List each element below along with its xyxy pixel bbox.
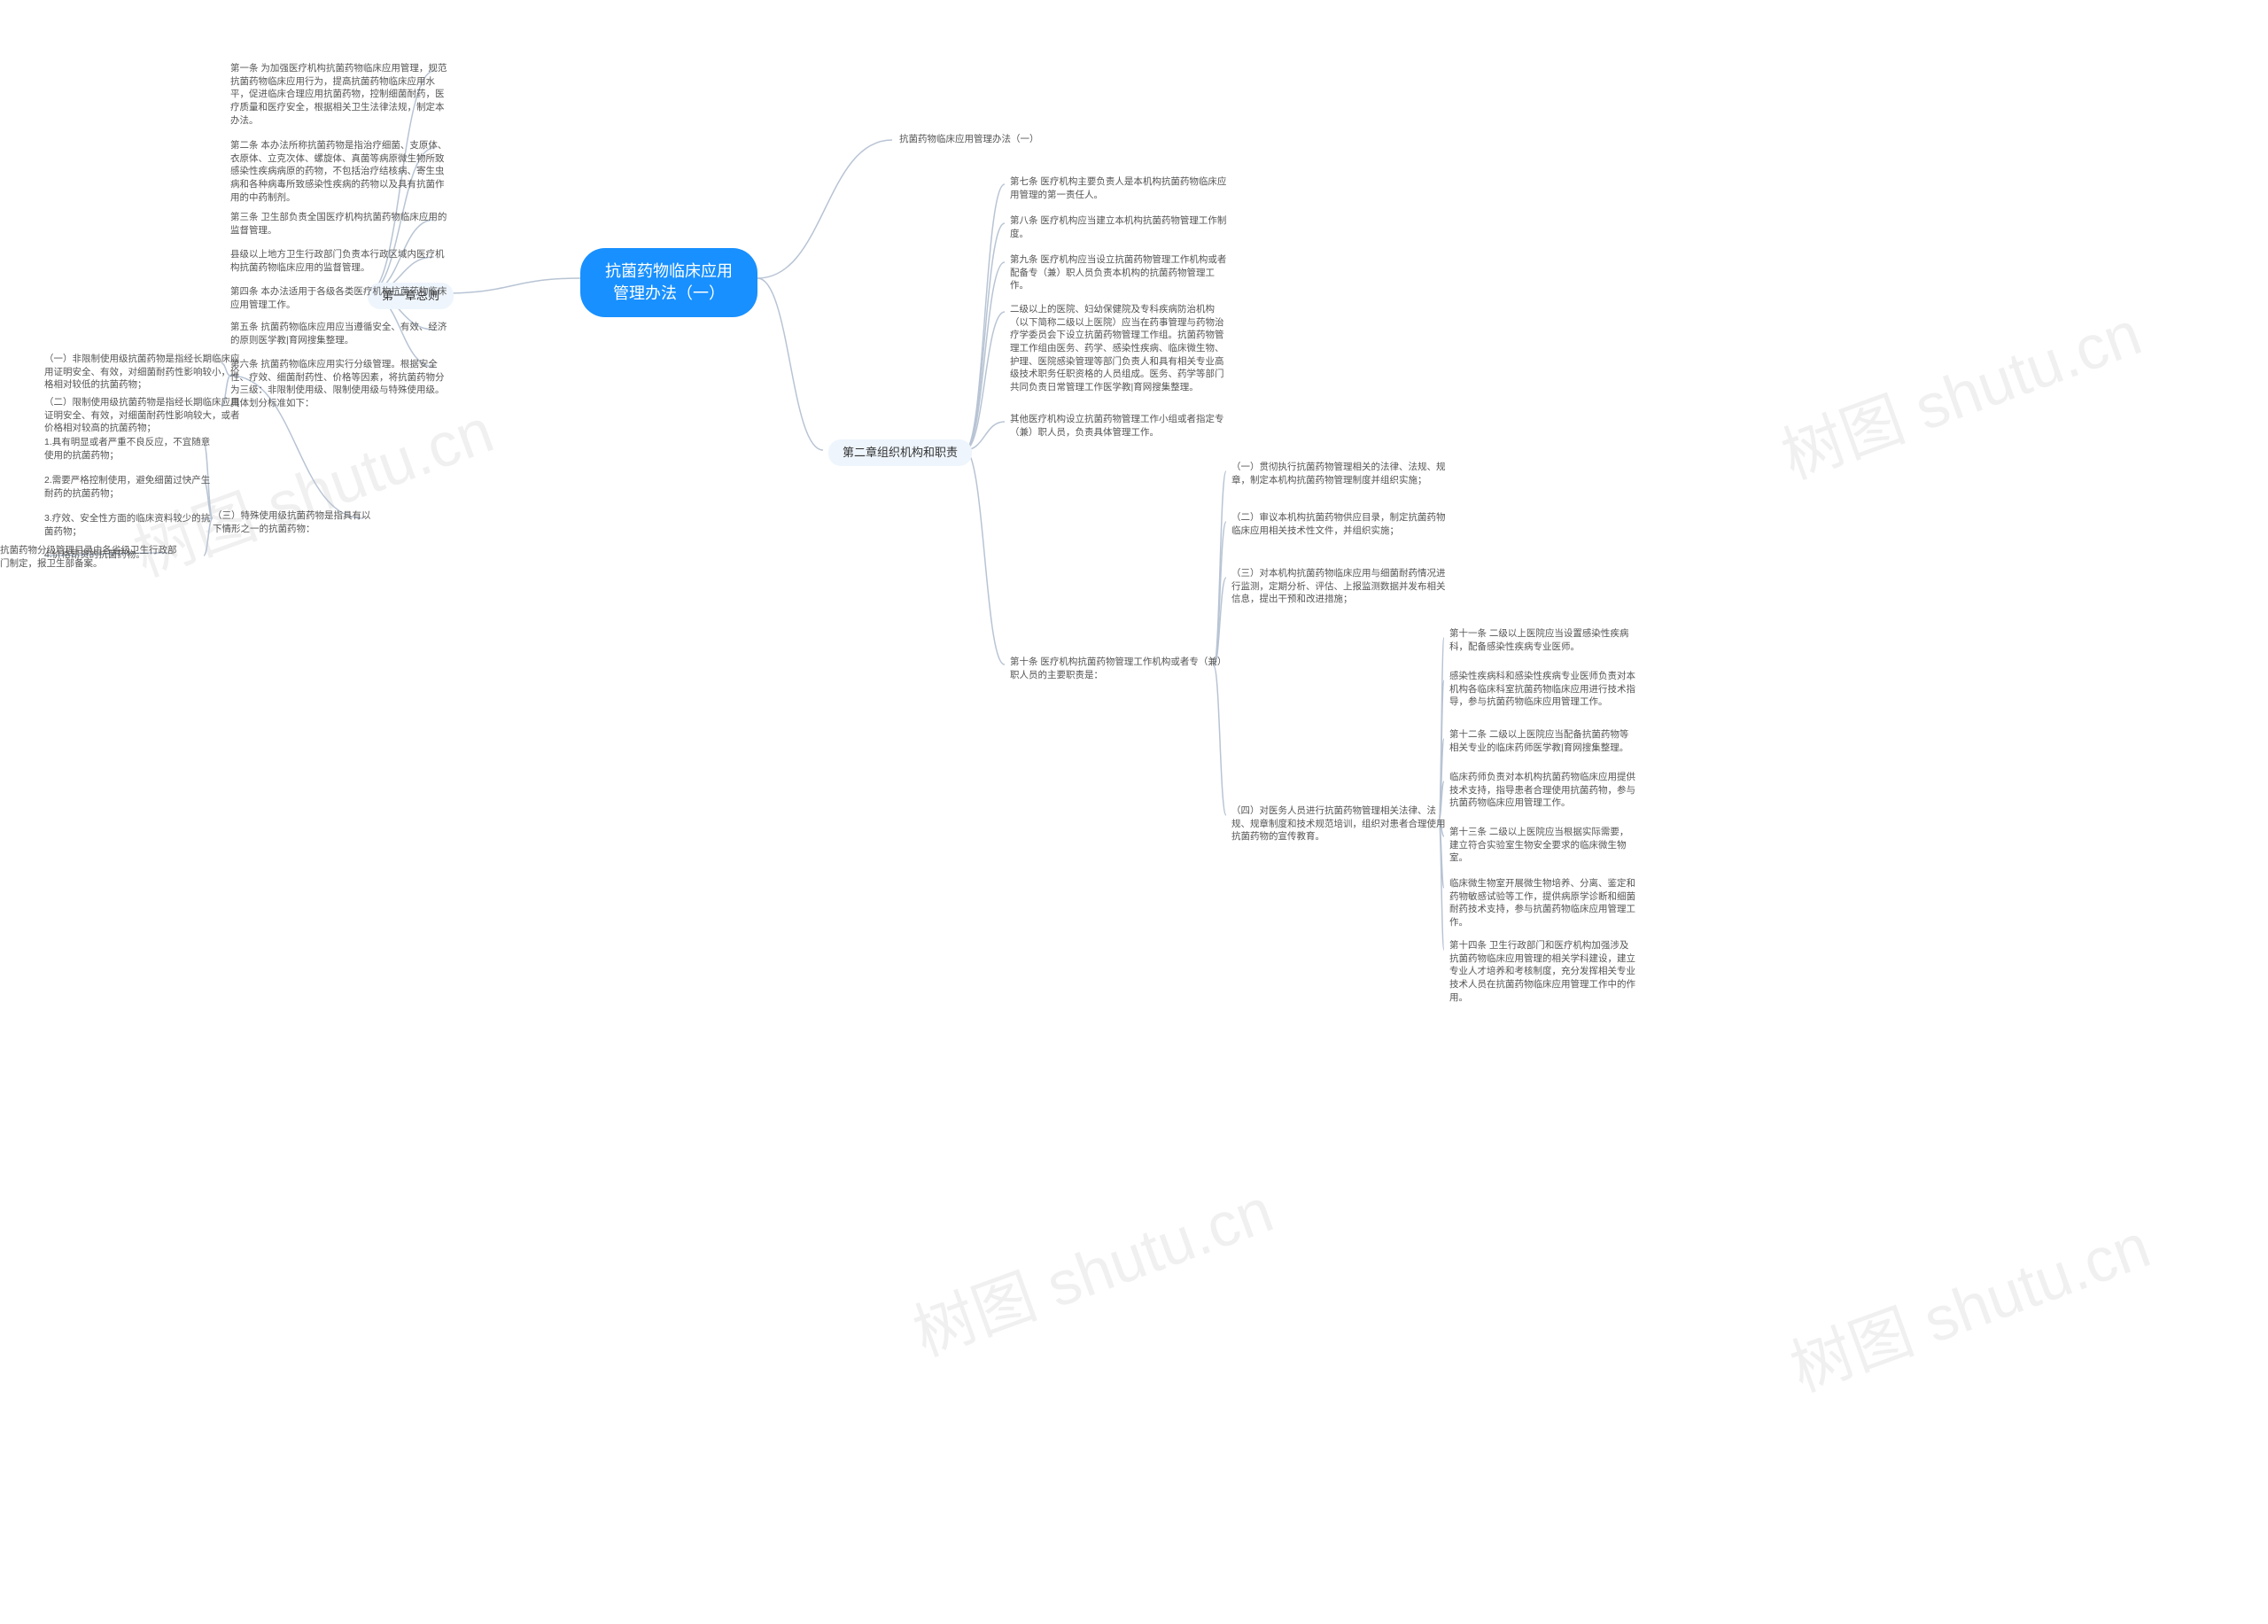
connector-layer	[0, 0, 2268, 1624]
ch2-item: 其他医疗机构设立抗菌药物管理工作小组或者指定专（兼）职人员，负责具体管理工作。	[1010, 411, 1231, 440]
ch1-item: 县级以上地方卫生行政部门负责本行政区域内医疗机构抗菌药物临床应用的监督管理。	[230, 246, 452, 276]
art10-4-item: 第十一条 二级以上医院应当设置感染性疾病科，配备感染性疾病专业医师。	[1449, 626, 1635, 655]
ch2-item: 第九条 医疗机构应当设立抗菌药物管理工作机构或者配备专（兼）职人员负责本机构的抗…	[1010, 252, 1231, 294]
ch1-sub6-2: （二）限制使用级抗菌药物是指经长期临床应用证明安全、有效，对细菌耐药性影响较大，…	[44, 394, 248, 437]
ch1-item: 第三条 卫生部负责全国医疗机构抗菌药物临床应用的监督管理。	[230, 209, 452, 238]
ch1-sub6-3: （三）特殊使用级抗菌药物是指具有以下情形之一的抗菌药物：	[213, 508, 372, 537]
art10-4-item: 感染性疾病科和感染性疾病专业医师负责对本机构各临床科室抗菌药物临床应用进行技术指…	[1449, 668, 1635, 711]
watermark: 树图 shutu.cn	[1768, 284, 2152, 497]
watermark: 树图 shutu.cn	[1777, 1197, 2161, 1410]
art10-4-item: 第十四条 卫生行政部门和医疗机构加强涉及抗菌药物临床应用管理的相关学科建设，建立…	[1449, 937, 1635, 1006]
ch1-sub63-item: 1.具有明显或者严重不良反应，不宜随意使用的抗菌药物；	[44, 434, 213, 463]
art10-4-item: 临床药师负责对本机构抗菌药物临床应用提供技术支持，指导患者合理使用抗菌药物，参与…	[1449, 769, 1635, 812]
watermark: 树图 shutu.cn	[900, 1162, 1284, 1374]
art10-item: （一）贯彻执行抗菌药物管理相关的法律、法规、规章，制定本机构抗菌药物管理制度并组…	[1231, 459, 1453, 488]
art10-4-item: 临床微生物室开展微生物培养、分离、鉴定和药物敏感试验等工作，提供病原学诊断和细菌…	[1449, 875, 1635, 931]
center-node: 抗菌药物临床应用管理办法（一）	[580, 248, 757, 317]
art10-4-item: 第十二条 二级以上医院应当配备抗菌药物等相关专业的临床药师医学教|育网搜集整理。	[1449, 727, 1635, 756]
right-title-node: 抗菌药物临床应用管理办法（一）	[899, 131, 1039, 148]
art10-item: （三）对本机构抗菌药物临床应用与细菌耐药情况进行监测，定期分析、评估、上报监测数…	[1231, 565, 1453, 608]
art10-4-item: 第十三条 二级以上医院应当根据实际需要，建立符合实验室生物安全要求的临床微生物室…	[1449, 824, 1635, 866]
ch1-sub63-item: 2.需要严格控制使用，避免细菌过快产生耐药的抗菌药物；	[44, 472, 213, 501]
ch1-footer: 抗菌药物分级管理目录由各省级卫生行政部门制定，报卫生部备案。	[0, 542, 177, 571]
ch2-item: 二级以上的医院、妇幼保健院及专科疾病防治机构（以下简称二级以上医院）应当在药事管…	[1010, 301, 1231, 396]
ch1-item: 第六条 抗菌药物临床应用实行分级管理。根据安全性、疗效、细菌耐药性、价格等因素，…	[230, 356, 452, 412]
ch1-item: 第四条 本办法适用于各级各类医疗机构抗菌药物临床应用管理工作。	[230, 284, 452, 313]
ch1-item: 第一条 为加强医疗机构抗菌药物临床应用管理，规范抗菌药物临床应用行为，提高抗菌药…	[230, 60, 452, 128]
ch1-sub63-item: 3.疗效、安全性方面的临床资料较少的抗菌药物；	[44, 510, 213, 540]
ch2-item: 第十条 医疗机构抗菌药物管理工作机构或者专（兼）职人员的主要职责是：	[1010, 654, 1231, 683]
art10-item: （四）对医务人员进行抗菌药物管理相关法律、法规、规章制度和技术规范培训，组织对患…	[1231, 803, 1453, 845]
ch1-item: 第五条 抗菌药物临床应用应当遵循安全、有效、经济的原则医学教|育网搜集整理。	[230, 319, 452, 348]
ch1-item: 第二条 本办法所称抗菌药物是指治疗细菌、支原体、衣原体、立克次体、螺旋体、真菌等…	[230, 137, 452, 206]
ch1-sub6-1: （一）非限制使用级抗菌药物是指经长期临床应用证明安全、有效，对细菌耐药性影响较小…	[44, 351, 248, 393]
ch2-item: 第八条 医疗机构应当建立本机构抗菌药物管理工作制度。	[1010, 213, 1231, 242]
ch2-item: 第七条 医疗机构主要负责人是本机构抗菌药物临床应用管理的第一责任人。	[1010, 174, 1231, 203]
chapter2-branch: 第二章组织机构和职责	[828, 439, 972, 466]
art10-item: （二）审议本机构抗菌药物供应目录，制定抗菌药物临床应用相关技术性文件，并组织实施…	[1231, 509, 1453, 539]
